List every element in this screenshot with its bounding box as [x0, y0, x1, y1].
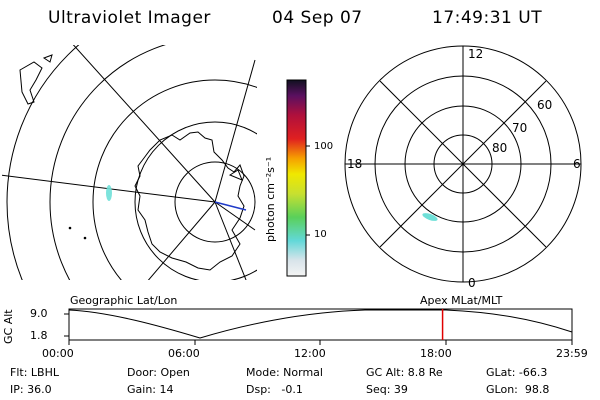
date-label: 04 Sep 07 [272, 8, 363, 28]
info-gain: Gain: 14 [127, 383, 174, 396]
polar-plot [344, 45, 582, 283]
altitude-curve [68, 309, 573, 339]
orbit-time-label: 12:00 [294, 347, 326, 360]
mlt-label-bottom: 0 [468, 276, 476, 290]
orbit-time-label: 18:00 [420, 347, 452, 360]
coastline-island [228, 169, 243, 181]
orbit-track [214, 201, 247, 211]
info-ip: IP: 36.0 [10, 383, 52, 396]
orbit-time-label: 23:59 [556, 347, 588, 360]
orbit-time-label: 06:00 [168, 347, 200, 360]
orbit-ytick-label: 9.0 [30, 307, 48, 320]
colorbar-scale [286, 79, 307, 277]
colorbar-tick-label: 10 [314, 229, 327, 240]
info-seq: Seq: 39 [366, 383, 408, 396]
mlt-label-left: 18 [347, 157, 363, 171]
coastline-landmass [19, 61, 43, 105]
coastline-antarctica [134, 131, 245, 271]
mlt-label-top: 12 [468, 47, 484, 61]
meridian [214, 59, 256, 203]
info-door: Door: Open [127, 366, 190, 379]
app-title: Ultraviolet Imager [48, 8, 211, 28]
orbit-ytick-label: 1.8 [30, 329, 48, 342]
meridian [214, 201, 247, 280]
info-dsp: Dsp: -0.1 [246, 383, 303, 396]
info-glat: GLat: -66.3 [486, 366, 548, 379]
island-dot [68, 226, 72, 230]
island-dot [83, 236, 87, 240]
orbit-altitude-plot [64, 308, 573, 345]
meridian [72, 45, 216, 203]
left-map-caption: Geographic Lat/Lon [70, 294, 178, 307]
colorbar [286, 79, 310, 277]
lat-label: 60 [537, 98, 553, 112]
aurora-spot [106, 185, 112, 201]
colorbar-unit-label: photon cm⁻²s⁻¹ [264, 156, 277, 242]
info-flt: Flt: LBHL [10, 366, 59, 379]
lat-circle [92, 79, 257, 280]
lat-circle [49, 45, 167, 280]
polar-diagonal [379, 80, 547, 248]
lat-label: 80 [492, 141, 508, 155]
time-label: 17:49:31 UT [432, 8, 543, 28]
info-glon: GLon: 98.8 [486, 383, 550, 396]
orbit-time-label: 00:00 [42, 347, 74, 360]
lat-circle [174, 161, 256, 243]
meridian [147, 201, 216, 280]
coastline-island [42, 54, 53, 63]
aurora-spot-polar [422, 213, 438, 221]
lat-label: 70 [512, 121, 528, 135]
orbit-ylabel: GC Alt [2, 309, 15, 344]
lat-circle [134, 121, 257, 280]
info-gc-alt: GC Alt: 8.8 Re [366, 366, 443, 379]
info-mode: Mode: Normal [246, 366, 323, 379]
lat-circle [6, 45, 80, 280]
right-map-caption: Apex MLat/MLT [420, 294, 503, 307]
meridian [214, 201, 256, 231]
orbit-plot-frame [68, 308, 573, 341]
colorbar-tick-label: 100 [314, 141, 334, 152]
mlt-label-right: 6 [573, 157, 581, 171]
